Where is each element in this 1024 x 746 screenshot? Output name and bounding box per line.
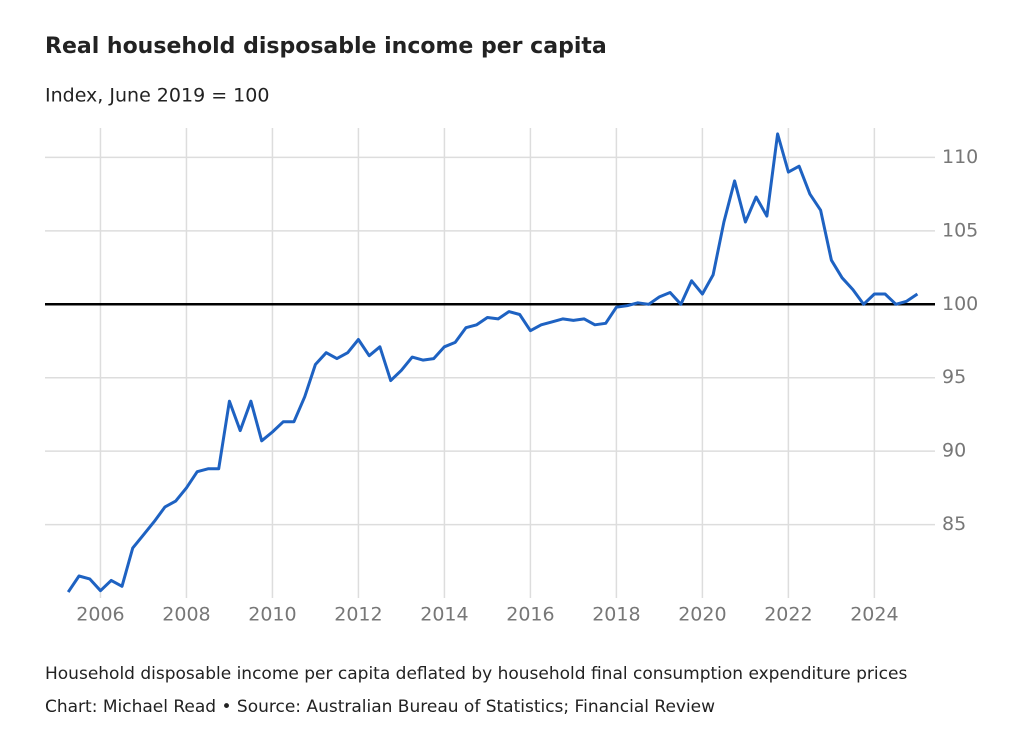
x-tick-label: 2006 (76, 604, 124, 626)
y-tick-label: 90 (942, 440, 966, 462)
footnote: Household disposable income per capita d… (45, 664, 907, 684)
source: Chart: Michael Read • Source: Australian… (45, 697, 715, 717)
y-tick-label: 100 (942, 293, 978, 315)
x-tick-label: 2020 (678, 604, 726, 626)
x-tick-label: 2018 (592, 604, 640, 626)
x-tick-label: 2022 (764, 604, 812, 626)
chart-title: Real household disposable income per cap… (45, 34, 607, 59)
x-tick-label: 2024 (850, 604, 898, 626)
x-tick-label: 2010 (248, 604, 296, 626)
y-tick-label: 105 (942, 219, 978, 241)
line-series (66, 132, 919, 593)
y-tick-label: 95 (942, 366, 966, 388)
y-tick-label: 110 (942, 146, 978, 168)
x-tick-label: 2014 (420, 604, 468, 626)
x-tick-label: 2016 (506, 604, 554, 626)
x-tick-label: 2008 (162, 604, 210, 626)
y-tick-label: 85 (942, 513, 966, 535)
chart-subtitle: Index, June 2019 = 100 (45, 85, 269, 107)
x-tick-label: 2012 (334, 604, 382, 626)
